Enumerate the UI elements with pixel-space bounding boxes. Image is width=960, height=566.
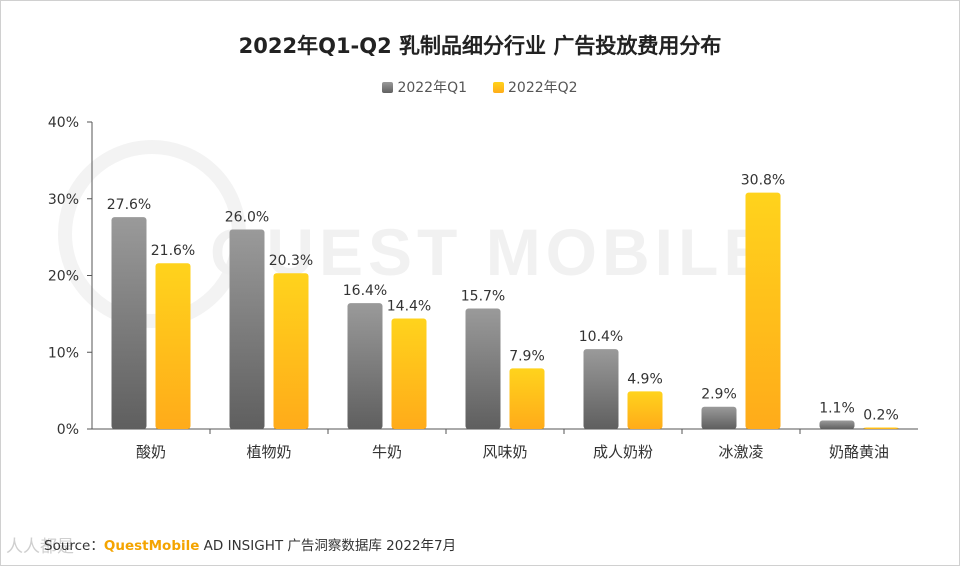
x-tick-label: 成人奶粉 xyxy=(593,443,653,461)
watermark-bottom: 人人都是 xyxy=(6,537,74,557)
axis-layer: 0% 10% 20% 30% 40% 酸奶 植物奶 牛奶 风味奶 成人奶粉 冰激凌 奶酪黄油 xyxy=(48,115,918,461)
bar-q1 xyxy=(347,303,383,429)
bar-q1 xyxy=(701,406,737,429)
data-label: 7.9% xyxy=(509,348,545,364)
data-label: 16.4% xyxy=(343,283,387,299)
source-prefix: Source： xyxy=(44,538,104,554)
data-label: 21.6% xyxy=(151,243,195,259)
y-tick-label: 20% xyxy=(48,269,79,285)
bar-q2 xyxy=(155,263,191,429)
legend-item-q1: 2022年Q1 xyxy=(382,77,467,97)
legend: 2022年Q1 2022年Q2 xyxy=(0,77,960,97)
x-tick-label: 植物奶 xyxy=(246,443,291,461)
x-tick-label: 牛奶 xyxy=(372,443,402,461)
bar-q2 xyxy=(273,273,309,429)
y-tick-label: 30% xyxy=(48,192,79,208)
data-label: 10.4% xyxy=(579,329,623,345)
bar-q2 xyxy=(863,427,899,429)
data-label: 27.6% xyxy=(107,197,151,213)
bar-q1 xyxy=(465,308,501,429)
legend-swatch-q1 xyxy=(382,81,394,93)
x-tick-label: 奶酪黄油 xyxy=(829,443,889,461)
legend-item-q2: 2022年Q2 xyxy=(493,77,578,97)
bar-q2 xyxy=(391,318,427,429)
bar-q2 xyxy=(745,192,781,429)
source-rest: AD INSIGHT 广告洞察数据库 2022年7月 xyxy=(199,538,457,554)
data-label: 0.2% xyxy=(863,407,899,423)
data-label: 1.1% xyxy=(819,401,855,417)
y-tick-label: 10% xyxy=(48,345,79,361)
bar-q1 xyxy=(819,420,855,429)
y-tick-label: 40% xyxy=(48,115,79,131)
bar-q2 xyxy=(627,391,663,429)
source-brand: QuestMobile xyxy=(103,538,200,554)
data-label: 30.8% xyxy=(741,173,785,189)
data-label: 14.4% xyxy=(387,298,431,314)
legend-label-q2: 2022年Q2 xyxy=(508,80,578,96)
chart-title: 2022年Q1-Q2 乳制品细分行业 广告投放费用分布 xyxy=(238,34,722,58)
data-label: 26.0% xyxy=(225,209,269,225)
x-tick-label: 酸奶 xyxy=(136,443,166,461)
y-tick-label: 0% xyxy=(57,422,79,438)
data-label: 2.9% xyxy=(701,387,737,403)
bar-q1 xyxy=(111,217,147,429)
bar-layer: 27.6% 21.6% 26.0% 20.3% 16.4%14.4% 15.7% 7.9% 1… xyxy=(107,173,899,429)
bar-q2 xyxy=(509,368,545,429)
source-note: Source：QuestMobile AD INSIGHT 广告洞察数据库 20… xyxy=(44,534,456,554)
x-tick-label: 冰激凌 xyxy=(718,443,763,461)
x-tick-label: 风味奶 xyxy=(482,443,527,461)
legend-label-q1: 2022年Q1 xyxy=(397,80,467,96)
data-label: 15.7% xyxy=(461,289,505,305)
bar-q1 xyxy=(229,229,265,429)
bar-q1 xyxy=(583,349,619,429)
data-label: 20.3% xyxy=(269,253,313,269)
legend-swatch-q2 xyxy=(493,81,504,93)
data-label: 4.9% xyxy=(627,371,663,387)
